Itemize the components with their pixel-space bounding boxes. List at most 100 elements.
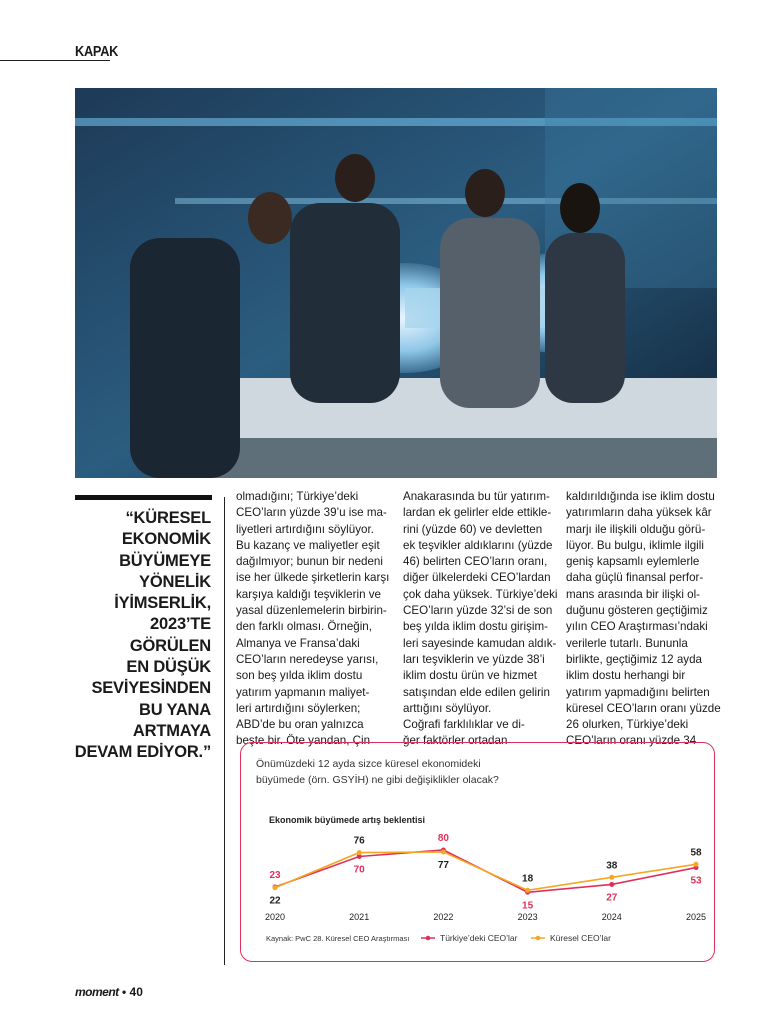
legend-label: Türkiye’deki CEO’lar [440,933,518,943]
text-column: Anakarasında bu tür yatırım-lardan ek ge… [403,489,563,750]
text-line: iklim dostu herhangi bir [566,669,686,683]
chart-title: büyümede (örn. GSYİH) ne gibi değişiklik… [256,773,499,786]
data-point [693,861,699,867]
data-label: 77 [438,860,450,871]
chart: Önümüzdeki 12 ayda sizce küresel ekonomi… [256,758,706,943]
chart-subtitle: Ekonomik büyümede artış beklentisi [269,815,425,825]
text-line: lardan ek gelirler elde ettikle- [403,506,552,520]
text-line: küresel CEO’ların oranı yüzde [566,701,721,715]
legend-marker [425,935,431,941]
data-label: 27 [606,892,618,903]
data-point [356,850,362,856]
text-line: liyetleri artırdığını söylüyor. [236,522,374,536]
data-point [440,849,446,855]
text-line: yatırım yapmadığını belirten [566,685,710,699]
data-label: 58 [690,847,702,858]
quote-line: BU YANA [139,700,211,719]
data-point [272,885,278,891]
quote-line: 2023’TE [150,615,211,634]
text-line: iklim dostu ürün ve hizmet [403,669,538,683]
x-tick-label: 2024 [602,912,622,922]
text-line: Bu kazanç ve maliyetler eşit [236,538,380,552]
text-line: arttığını söylüyor. [403,701,492,715]
quote-line: ARTMAYA [132,721,211,740]
data-label: 38 [606,860,618,871]
quote-bar [75,495,212,500]
text-column: olmadığını; Türkiye’deki CEO’ların yüzde … [236,489,396,750]
text-line: yılın CEO Araştırması’ndaki [566,620,708,634]
text-line: 46) belirten CEO’ların oranı, [403,555,548,569]
pull-quote: “KÜRESEL EKONOMİK BÜYÜMEYE YÖNELİK İYİMSERLİ… [60,508,211,764]
data-point [609,874,615,880]
data-point [525,887,531,893]
text-line: marjı ile ilişkili olduğu görü- [566,522,706,536]
quote-line: DEVAM EDİYOR.” [74,743,211,762]
header-rule [0,60,110,61]
text-line: CEO’ların yüzde 32’si de son [403,604,553,618]
legend-marker [535,935,541,941]
quote-line: BÜYÜMEYE [119,551,211,570]
text-line: leri artırdığını söylerken; [236,701,361,715]
brand: moment [75,985,119,999]
text-line: duğunu gösteren geçtiğimiz [566,604,708,618]
series-line [274,851,697,892]
text-line: Almanya ve Fransa’daki [236,636,360,650]
page-number: • 40 [122,985,143,999]
quote-line: SEVİYESİNDEN [91,679,211,698]
text-line: kaldırıldığında ise iklim dostu [566,490,715,503]
text-line: dağılmıyor; bunun bir nedeni [236,555,383,569]
quote-line: “KÜRESEL [125,509,212,527]
data-label: 18 [522,873,534,884]
text-line: diğer ülkelerdeki CEO’lardan [403,571,551,585]
data-label: 76 [354,836,366,847]
text-line: beş yılda iklim dostu girişim- [403,620,548,634]
quote-line: GÖRÜLEN [129,636,211,655]
text-line: CEO’ların yüzde 39’u ise ma- [236,506,387,520]
data-label: 15 [522,900,534,911]
column-rule [224,497,225,965]
data-label: 53 [690,876,702,887]
text-line: birlikte, geçtiğimiz 12 ayda [566,652,702,666]
data-label: 70 [354,865,366,876]
legend-label: Küresel CEO’lar [550,933,611,943]
text-line: çok daha yüksek. Türkiye’deki [403,587,558,601]
footer: moment • 40 [75,985,143,999]
text-line: geniş kapsamlı eylemlerle [566,555,700,569]
chart-box: Önümüzdeki 12 ayda sizce küresel ekonomi… [240,742,715,962]
chart-title: Önümüzdeki 12 ayda sizce küresel ekonomi… [256,758,481,770]
text-line: leri sayesinde kamudan aldık- [403,636,557,650]
text-line: yasal düzenlemelerin birbirin- [236,604,387,618]
data-point [356,854,362,859]
text-line: CEO’ların neredeyse yarısı, [236,652,379,666]
text-line: ğer faktörler ortadan [403,734,508,748]
data-label: 23 [269,870,281,881]
x-tick-label: 2022 [433,912,453,922]
text-line: yatırım yapmanın maliyet- [236,685,370,699]
text-line: mans arasında bir ilişki ol- [566,587,701,601]
source: Kaynak: PwC 28. Küresel CEO Araştırması [266,934,409,943]
photo [75,88,717,478]
quote-line: YÖNELİK [139,572,211,591]
text-line: beşte bir. Öte yandan, Çin [236,734,371,748]
text-line: lüyor. Bu bulgu, iklimle ilgili [566,538,704,552]
quote-line: EN DÜŞÜK [126,658,211,677]
text-line: den farklı olması. Örneğin, [236,620,372,634]
data-label: 80 [438,833,450,844]
section-label: KAPAK [75,43,119,60]
x-tick-label: 2025 [686,912,706,922]
text-line: satışından elde edilen gelirin [403,685,550,699]
text-line: olmadığını; Türkiye’deki [236,490,359,503]
x-tick-label: 2021 [349,912,369,922]
text-line: verilerle tutarlı. Bununla [566,636,688,650]
text-line: rini (yüzde 60) ve devletten [403,522,543,536]
text-line: ları teşviklerin ve yüzde 38’i [403,652,545,666]
text-line: CEO’ların oranı yüzde 34 [566,734,697,748]
text-line: 26 olurken, Türkiye’deki [566,718,689,732]
text-column: kaldırıldığında ise iklim dostu yatırımla… [566,489,726,750]
data-label: 22 [269,896,281,907]
quote-line: İYİMSERLİK, [114,594,211,613]
text-line: Anakarasında bu tür yatırım- [403,490,550,503]
text-line: ek teşvikler aldıklarını (yüzde [403,538,553,552]
text-line: ise her ülkede şirketlerin karşı [236,571,390,585]
